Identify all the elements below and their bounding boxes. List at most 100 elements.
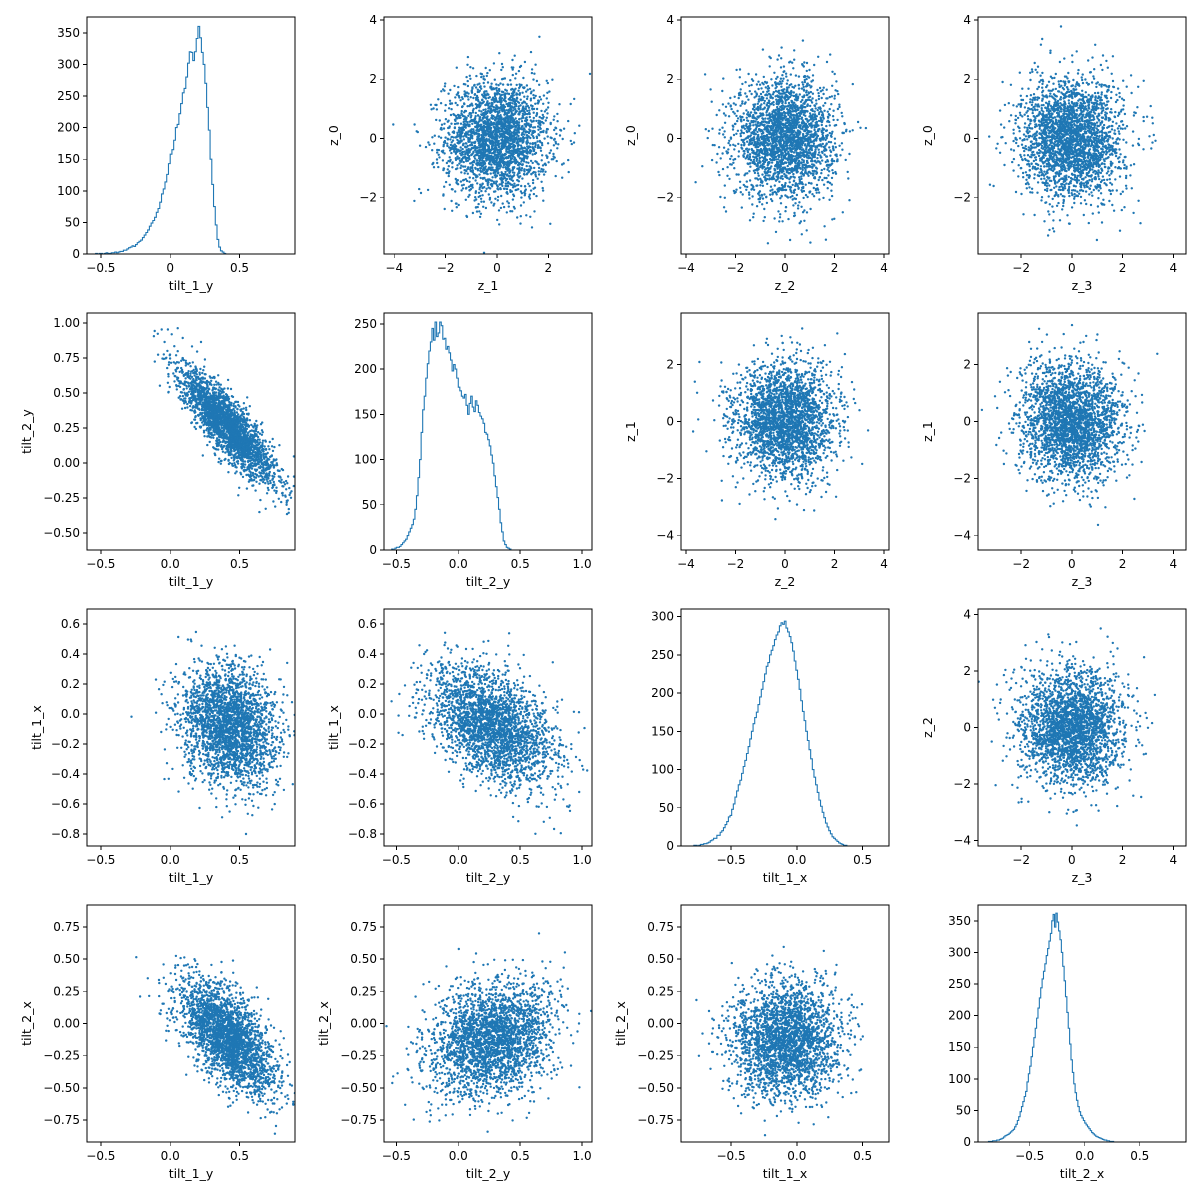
scatter-point xyxy=(790,169,793,173)
scatter-point xyxy=(742,131,745,135)
scatter-point xyxy=(542,129,545,133)
scatter-point xyxy=(492,136,495,139)
scatter-point xyxy=(786,164,789,168)
scatter-point xyxy=(485,139,489,142)
scatter-point xyxy=(447,165,450,168)
scatter-point xyxy=(588,72,592,76)
scatter-point xyxy=(727,148,730,151)
scatter-point xyxy=(509,183,513,186)
scatter-point xyxy=(781,122,785,126)
scatter-point xyxy=(507,144,511,147)
scatter-point xyxy=(792,91,795,94)
scatter-point xyxy=(523,86,526,89)
scatter-point xyxy=(447,119,450,122)
scatter-point xyxy=(527,182,530,185)
scatter-point xyxy=(710,100,713,103)
scatter-point xyxy=(768,167,771,170)
scatter-point xyxy=(504,95,507,99)
scatter-point xyxy=(463,150,466,153)
scatter-point xyxy=(578,124,581,127)
scatter-point xyxy=(525,134,529,137)
scatter-point xyxy=(733,95,736,99)
scatter-point xyxy=(809,138,812,142)
scatter-point xyxy=(803,219,806,222)
scatter-point xyxy=(477,134,481,138)
scatter-point xyxy=(437,165,440,169)
scatter-point xyxy=(514,150,518,154)
scatter-point xyxy=(743,127,747,130)
scatter-point xyxy=(800,161,803,165)
scatter-point xyxy=(467,98,470,101)
scatter-point xyxy=(545,108,548,111)
scatter-point xyxy=(503,98,506,101)
scatter-point xyxy=(814,107,817,110)
scatter-point xyxy=(466,84,470,88)
scatter-point xyxy=(821,159,824,162)
scatter-point xyxy=(478,210,481,213)
scatter-point xyxy=(554,174,557,178)
scatter-point xyxy=(494,171,497,174)
scatter-point xyxy=(763,207,766,211)
scatter-point xyxy=(541,117,544,120)
scatter-point xyxy=(495,174,499,178)
scatter-point xyxy=(451,144,455,147)
scatter-point xyxy=(501,83,505,86)
scatter-point xyxy=(502,146,505,149)
scatter-point xyxy=(789,130,793,133)
scatter-point xyxy=(765,97,769,100)
scatter-point xyxy=(809,172,813,175)
scatter-point xyxy=(784,206,788,209)
scatter-point xyxy=(754,117,757,120)
scatter-point xyxy=(497,139,500,143)
scatter-point xyxy=(440,150,444,153)
scatter-point xyxy=(819,143,822,146)
scatter-point xyxy=(840,111,843,115)
scatter-point xyxy=(538,123,541,126)
scatter-point xyxy=(509,142,513,146)
scatter-point xyxy=(442,167,445,170)
scatter-point xyxy=(515,97,519,100)
scatter-point xyxy=(786,120,790,124)
x-tick-label: 0 xyxy=(166,261,174,275)
scatter-point xyxy=(782,65,786,68)
scatter-point xyxy=(786,138,789,141)
scatter-point xyxy=(792,125,795,129)
scatter-point xyxy=(826,115,830,119)
scatter-point xyxy=(798,222,801,225)
scatter-point xyxy=(451,166,454,169)
scatter-point xyxy=(479,150,482,153)
scatter-point xyxy=(512,146,515,149)
scatter-point xyxy=(778,80,782,83)
scatter-point xyxy=(502,90,505,94)
scatter-point xyxy=(472,96,475,100)
scatter-point xyxy=(752,158,756,161)
scatter-point xyxy=(481,194,484,197)
scatter-point xyxy=(510,124,513,127)
scatter-point xyxy=(519,98,522,101)
scatter-point xyxy=(518,118,521,121)
scatter-point xyxy=(531,143,534,146)
scatter-point xyxy=(811,74,815,77)
scatter-point xyxy=(792,204,795,207)
scatter-point xyxy=(819,110,823,113)
scatter-point xyxy=(740,143,743,147)
scatter-point xyxy=(800,148,803,151)
scatter-point xyxy=(468,157,471,161)
scatter-point xyxy=(746,151,750,154)
scatter-point xyxy=(513,54,516,57)
scatter-point xyxy=(517,105,520,108)
scatter-point xyxy=(492,171,495,175)
scatter-point xyxy=(784,105,788,108)
scatter-point xyxy=(796,142,799,146)
scatter-point xyxy=(775,131,778,134)
scatter-point xyxy=(480,143,483,146)
scatter-point xyxy=(573,132,576,135)
scatter-point xyxy=(484,97,488,100)
scatter-point xyxy=(505,173,509,176)
scatter-point xyxy=(791,198,794,201)
scatter-point xyxy=(762,124,766,127)
scatter-point xyxy=(768,174,771,177)
scatter-point xyxy=(455,135,459,138)
scatter-point xyxy=(507,205,510,208)
scatter-point xyxy=(744,185,747,188)
